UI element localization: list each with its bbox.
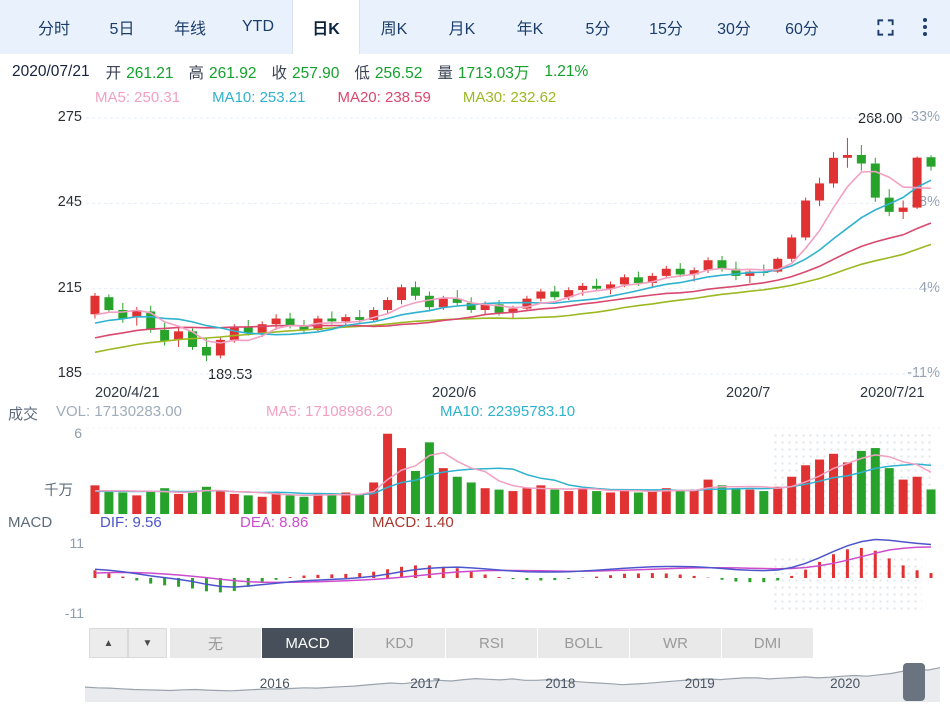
quote-field-value: 257.90 [291, 65, 340, 82]
tab-年K[interactable]: 年K [516, 21, 544, 38]
quote-change-pct: 1.21% [544, 63, 589, 80]
main-candlestick-chart[interactable] [0, 108, 950, 386]
macd-value-label: MACD: 1.40 [372, 514, 454, 531]
tab-60分[interactable]: 60分 [785, 21, 819, 38]
quote-field-value: 256.52 [374, 65, 423, 82]
date-axis-tick: 2020/6 [432, 385, 477, 401]
quote-date: 2020/07/21 [12, 63, 90, 80]
indicator-tabs: 无 MACD KDJ RSI BOLL WR DMI [170, 628, 814, 658]
tab-分时[interactable]: 分时 [37, 21, 70, 38]
indicator-tab-RSI[interactable]: RSI [446, 628, 538, 658]
date-axis-tick: 2020/4/21 [95, 385, 160, 401]
tab-YTD[interactable]: YTD [242, 18, 274, 35]
volume-axis-unit: 千万 [44, 483, 73, 499]
price-axis-tick: 185 [57, 365, 82, 381]
tab-5日[interactable]: 5日 [109, 21, 135, 38]
tabbar-icons [874, 0, 950, 54]
tab-周K[interactable]: 周K [380, 21, 408, 38]
quote-field-value: 1713.03万 [457, 65, 530, 82]
volume-chart[interactable] [0, 424, 950, 516]
indicator-tab-MACD[interactable]: MACD [262, 628, 354, 658]
quote-info-row: 2020/07/21 开 261.21 高 261.92 收 257.90 低 256.52 量… [12, 62, 603, 82]
indicator-tab-无[interactable]: 无 [170, 628, 262, 658]
period-tabs: 分时 5日 年线 YTD 日K 周K 月K 年K 5分 15分 30分 60分 [20, 0, 836, 54]
tab-15分[interactable]: 15分 [649, 21, 683, 38]
tab-日K[interactable]: 日K [292, 0, 360, 54]
ma-legend-ma10: MA10: 253.21 [212, 89, 306, 106]
low-price-annotation: 189.53 [208, 367, 253, 383]
volume-value-label: VOL: 17130283.00 [56, 403, 182, 420]
tab-年线[interactable]: 年线 [173, 21, 206, 38]
macd-axis-max: 11 [69, 535, 84, 551]
quote-field-label: 高 [188, 65, 205, 82]
high-price-annotation: 268.00 [858, 111, 903, 127]
quote-field-label: 开 [105, 65, 122, 82]
navigator-handle[interactable] [903, 663, 925, 701]
indicator-down-button[interactable]: ▼ [128, 628, 167, 658]
indicator-tab-WR[interactable]: WR [630, 628, 722, 658]
navigator-year-2016: 2016 [259, 676, 290, 691]
date-axis-tick: 2020/7 [726, 385, 771, 401]
quote-field-value: 261.92 [209, 65, 257, 82]
ma-legend-ma30: MA30: 232.62 [462, 89, 557, 106]
pct-axis-tick: -11% [907, 365, 940, 381]
price-axis-tick: 275 [57, 109, 82, 125]
date-axis-tick: 2020/7/21 [860, 385, 925, 401]
pct-axis-tick: 33% [910, 109, 940, 125]
tab-30分[interactable]: 30分 [717, 21, 751, 38]
macd-pane-title: MACD [8, 514, 53, 531]
quote-field-label: 收 [271, 65, 287, 82]
macd-axis-min: -11 [64, 605, 84, 621]
timeline-navigator[interactable]: 2016 2017 2018 2019 2020 [85, 660, 940, 704]
macd-dea-label: DEA: 8.86 [240, 514, 309, 531]
fullscreen-icon[interactable] [874, 16, 896, 38]
price-axis-tick: 215 [57, 280, 82, 296]
volume-ma10-label: MA10: 22395783.10 [440, 403, 576, 420]
macd-dif-label: DIF: 9.56 [100, 514, 162, 531]
ma-legend-ma5: MA5: 250.31 [95, 89, 181, 106]
indicator-tab-BOLL[interactable]: BOLL [538, 628, 630, 658]
volume-pane-title: 成交 [8, 406, 39, 423]
navigator-year-2020: 2020 [830, 676, 861, 691]
pct-axis-tick: 4% [919, 280, 940, 296]
navigator-year-2019: 2019 [684, 676, 715, 691]
navigator-year-2017: 2017 [410, 676, 441, 691]
volume-axis-max: 6 [74, 425, 82, 441]
price-axis-tick: 245 [57, 194, 82, 210]
quote-field-label: 量 [437, 65, 453, 82]
navigator-chart[interactable] [85, 660, 940, 704]
quote-fields: 开 261.21 高 261.92 收 257.90 低 256.52 量 1713.03万 [106, 61, 545, 83]
tab-5分[interactable]: 5分 [585, 21, 611, 38]
macd-chart[interactable] [0, 532, 950, 620]
indicator-tab-DMI[interactable]: DMI [722, 628, 814, 658]
indicator-up-button[interactable]: ▲ [89, 628, 128, 658]
navigator-year-2018: 2018 [545, 676, 576, 691]
period-tabbar: 分时 5日 年线 YTD 日K 周K 月K 年K 5分 15分 30分 60分 [0, 0, 950, 54]
quote-field-label: 低 [354, 65, 370, 82]
indicator-tab-KDJ[interactable]: KDJ [354, 628, 446, 658]
tab-月K[interactable]: 月K [448, 21, 476, 38]
ma-legend: MA5: 250.31 MA10: 253.21 MA20: 238.59 MA30:… [95, 89, 556, 106]
volume-ma5-label: MA5: 17108986.20 [266, 403, 393, 420]
more-menu-icon[interactable] [914, 16, 936, 38]
ma-legend-ma20: MA20: 238.59 [337, 89, 431, 106]
quote-field-value: 261.21 [126, 65, 174, 82]
